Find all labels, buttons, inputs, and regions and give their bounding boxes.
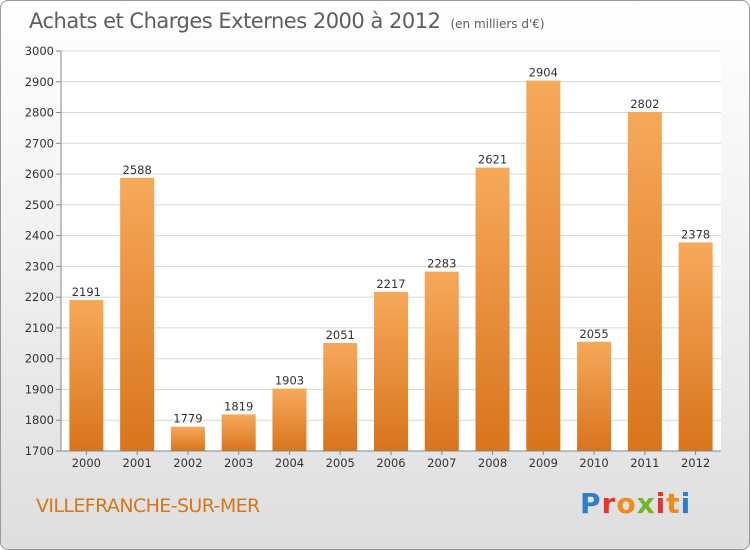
- logo-letter: i: [655, 487, 667, 520]
- logo-letter: i: [680, 487, 692, 520]
- y-tick-label: 1800: [25, 413, 54, 427]
- bar-2000: [69, 299, 104, 451]
- y-tick-label: 2000: [25, 352, 54, 366]
- city-name: VILLEFRANCHE-SUR-MER: [36, 495, 260, 517]
- chart-subtitle: (en milliers d'€): [450, 17, 545, 31]
- logo-letter: r: [601, 487, 617, 520]
- x-tick-label-2004: 2004: [275, 456, 304, 470]
- x-tick-label-2002: 2002: [173, 456, 202, 470]
- y-tick-label: 2500: [25, 198, 54, 212]
- bar-2005: [323, 343, 358, 451]
- data-label-2011: 2802: [630, 97, 659, 111]
- bar-2001: [120, 177, 155, 451]
- logo-letter: P: [580, 487, 602, 520]
- data-label-2002: 1779: [173, 412, 202, 426]
- data-label-2005: 2051: [326, 328, 355, 342]
- bar-2004: [272, 388, 307, 451]
- x-tick-label-2009: 2009: [529, 456, 558, 470]
- data-label-2012: 2378: [681, 227, 710, 241]
- x-tick-label-2000: 2000: [72, 456, 101, 470]
- bar-2002: [170, 426, 205, 451]
- bar-2009: [526, 80, 561, 452]
- bar-2011: [627, 111, 662, 451]
- x-tick-label-2010: 2010: [579, 456, 608, 470]
- x-tick-label-2001: 2001: [123, 456, 152, 470]
- logo-letter: o: [616, 487, 637, 520]
- x-tick-label-2012: 2012: [681, 456, 710, 470]
- x-tick-label-2003: 2003: [224, 456, 253, 470]
- bar-2010: [577, 341, 612, 451]
- y-tick-label: 2600: [25, 167, 54, 181]
- bar-2012: [678, 242, 713, 451]
- data-label-2007: 2283: [427, 257, 456, 271]
- y-tick-label: 2200: [25, 290, 54, 304]
- x-tick-label-2007: 2007: [427, 456, 456, 470]
- logo-letter: t: [666, 487, 681, 520]
- y-tick-label: 3000: [25, 44, 54, 58]
- y-tick-label: 2800: [25, 106, 54, 120]
- y-tick-label: 2400: [25, 229, 54, 243]
- chart-title: Achats et Charges Externes 2000 à 2012 (e…: [29, 9, 545, 33]
- data-label-2001: 2588: [123, 163, 152, 177]
- data-label-2000: 2191: [72, 285, 101, 299]
- y-tick-label: 1700: [25, 444, 54, 458]
- data-label-2006: 2217: [376, 277, 405, 291]
- y-tick-label: 2700: [25, 136, 54, 150]
- proxiti-logo: Proxiti: [580, 487, 691, 520]
- chart-title-text: Achats et Charges Externes 2000 à 2012: [29, 9, 441, 33]
- x-tick-label-2011: 2011: [630, 456, 659, 470]
- data-label-2009: 2904: [529, 66, 558, 80]
- bar-2008: [475, 167, 510, 451]
- bar-2007: [424, 271, 459, 451]
- axes: 1700 1800 1900 2000 2100 2200 2300 2400 2500 2600…: [25, 44, 721, 470]
- y-tick-label: 2900: [25, 75, 54, 89]
- data-label-2010: 2055: [579, 327, 608, 341]
- y-tick-label: 1900: [25, 382, 54, 396]
- bars: 2191 2588 1779 1819 1903 2051 2217 2283 2621 2904…: [69, 66, 713, 452]
- x-tick-label-2005: 2005: [326, 456, 355, 470]
- x-tick-label-2006: 2006: [376, 456, 405, 470]
- data-label-2003: 1819: [224, 399, 253, 413]
- bar-2006: [374, 291, 408, 451]
- y-tick-label: 2300: [25, 259, 54, 273]
- data-label-2004: 1903: [275, 374, 304, 388]
- x-tick-label-2008: 2008: [478, 456, 507, 470]
- bar-2003: [221, 414, 256, 451]
- logo-letter: x: [636, 487, 656, 520]
- data-label-2008: 2621: [478, 153, 507, 167]
- y-tick-label: 2100: [25, 321, 54, 335]
